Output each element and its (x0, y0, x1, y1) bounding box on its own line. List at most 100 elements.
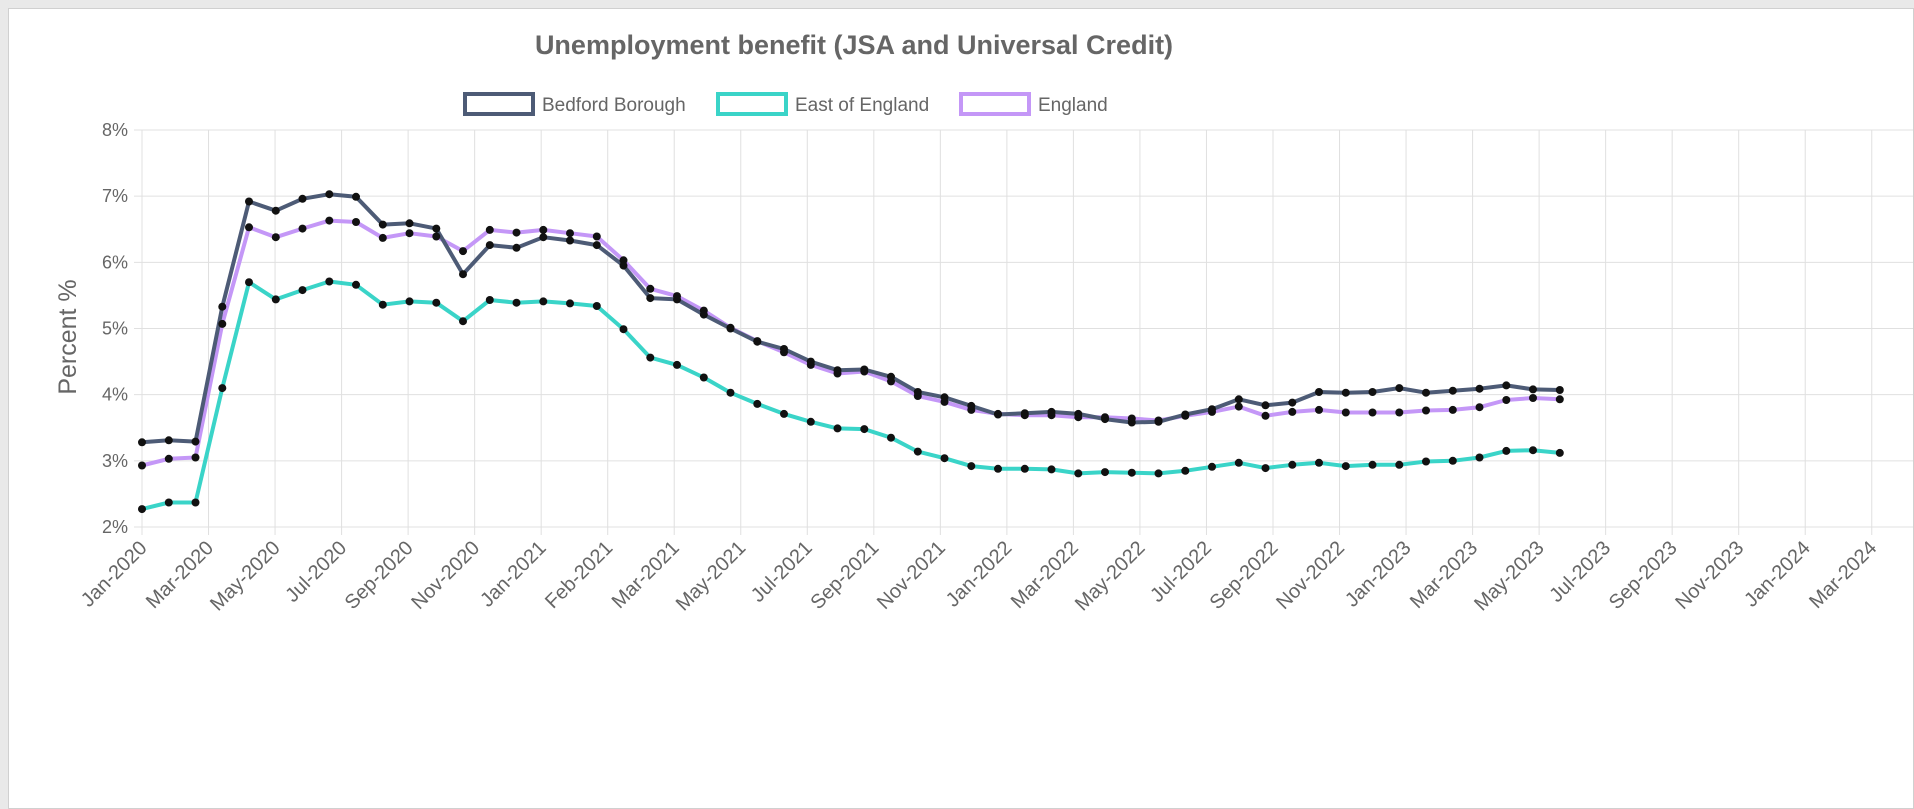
legend-item-england[interactable]: England (959, 92, 1108, 116)
data-point-east-of-england[interactable] (1047, 465, 1056, 474)
data-point-england[interactable] (405, 229, 414, 238)
data-point-bedford-borough[interactable] (592, 241, 601, 250)
data-point-england[interactable] (1422, 406, 1430, 415)
data-point-bedford-borough[interactable] (245, 197, 253, 206)
data-point-bedford-borough[interactable] (619, 261, 628, 270)
data-point-east-of-england[interactable] (191, 498, 200, 507)
data-point-bedford-borough[interactable] (1315, 388, 1323, 396)
legend-item-bedford-borough[interactable]: Bedford Borough (463, 92, 686, 116)
data-point-england[interactable] (378, 233, 387, 242)
data-point-bedford-borough[interactable] (833, 366, 842, 375)
data-point-england[interactable] (1475, 403, 1484, 412)
data-point-east-of-england[interactable] (539, 297, 548, 306)
data-point-east-of-england[interactable] (592, 302, 601, 310)
data-point-east-of-england[interactable] (245, 278, 253, 287)
data-point-east-of-england[interactable] (1529, 446, 1537, 455)
data-point-bedford-borough[interactable] (271, 206, 280, 215)
data-point-bedford-borough[interactable] (967, 401, 976, 410)
data-point-bedford-borough[interactable] (806, 357, 815, 366)
data-point-east-of-england[interactable] (726, 388, 735, 397)
data-point-bedford-borough[interactable] (298, 194, 307, 203)
data-point-england[interactable] (432, 232, 441, 241)
data-point-bedford-borough[interactable] (191, 437, 200, 446)
data-point-england[interactable] (592, 232, 601, 241)
data-point-bedford-borough[interactable] (1101, 415, 1109, 424)
data-point-bedford-borough[interactable] (1047, 407, 1056, 416)
data-point-bedford-borough[interactable] (512, 243, 521, 252)
data-point-east-of-england[interactable] (1020, 464, 1029, 473)
data-point-east-of-england[interactable] (619, 325, 628, 334)
data-point-east-of-england[interactable] (887, 433, 895, 442)
data-point-bedford-borough[interactable] (646, 294, 655, 303)
data-point-bedford-borough[interactable] (218, 302, 227, 311)
data-point-england[interactable] (1315, 405, 1323, 414)
data-point-east-of-england[interactable] (780, 409, 788, 418)
legend-item-east-of-england[interactable]: East of England (716, 92, 929, 116)
data-point-east-of-england[interactable] (512, 298, 521, 307)
data-point-east-of-england[interactable] (378, 300, 387, 309)
data-point-east-of-england[interactable] (1475, 453, 1484, 462)
data-point-east-of-england[interactable] (967, 462, 976, 471)
data-point-east-of-england[interactable] (1395, 460, 1404, 469)
data-point-england[interactable] (325, 216, 334, 225)
data-point-east-of-england[interactable] (860, 425, 869, 434)
data-point-bedford-borough[interactable] (1341, 388, 1350, 397)
data-point-east-of-england[interactable] (673, 360, 681, 369)
data-point-england[interactable] (164, 454, 173, 463)
data-point-bedford-borough[interactable] (1181, 410, 1190, 419)
data-point-england[interactable] (245, 223, 253, 232)
data-point-east-of-england[interactable] (325, 277, 334, 286)
data-point-england[interactable] (646, 284, 655, 293)
data-point-england[interactable] (1368, 408, 1377, 417)
series-line-east-of-england[interactable] (141, 279, 1561, 512)
data-point-east-of-england[interactable] (833, 424, 842, 433)
data-point-east-of-england[interactable] (138, 505, 146, 514)
data-point-bedford-borough[interactable] (1261, 401, 1270, 410)
data-point-bedford-borough[interactable] (1020, 409, 1029, 418)
data-point-east-of-england[interactable] (298, 286, 307, 295)
data-point-bedford-borough[interactable] (913, 388, 922, 396)
data-point-east-of-england[interactable] (1315, 458, 1323, 467)
data-point-bedford-borough[interactable] (1127, 418, 1136, 427)
data-point-bedford-borough[interactable] (1368, 388, 1377, 396)
data-point-east-of-england[interactable] (1261, 464, 1270, 473)
data-point-east-of-england[interactable] (1555, 448, 1564, 457)
series-line-bedford-borough[interactable] (141, 192, 1560, 445)
data-point-bedford-borough[interactable] (459, 270, 467, 279)
data-point-bedford-borough[interactable] (1395, 384, 1404, 393)
data-point-bedford-borough[interactable] (699, 310, 708, 319)
data-point-england[interactable] (191, 453, 200, 462)
data-point-england[interactable] (512, 228, 521, 237)
data-point-england[interactable] (485, 225, 494, 234)
data-point-england[interactable] (352, 218, 360, 226)
data-point-england[interactable] (1448, 405, 1457, 414)
data-point-bedford-borough[interactable] (539, 233, 548, 242)
data-point-bedford-borough[interactable] (378, 220, 387, 229)
data-point-east-of-england[interactable] (1074, 469, 1083, 478)
data-point-bedford-borough[interactable] (1208, 405, 1216, 414)
data-point-bedford-borough[interactable] (1448, 386, 1457, 395)
data-point-east-of-england[interactable] (566, 299, 574, 308)
data-point-east-of-england[interactable] (1234, 458, 1243, 467)
data-point-east-of-england[interactable] (1341, 462, 1350, 471)
data-point-bedford-borough[interactable] (138, 438, 146, 447)
data-point-east-of-england[interactable] (271, 295, 280, 304)
data-point-east-of-england[interactable] (459, 317, 467, 326)
data-point-england[interactable] (298, 224, 307, 233)
data-point-england[interactable] (218, 319, 227, 328)
data-point-east-of-england[interactable] (1422, 457, 1430, 466)
data-point-east-of-england[interactable] (352, 280, 360, 289)
data-point-east-of-england[interactable] (1208, 462, 1216, 471)
data-point-bedford-borough[interactable] (566, 236, 574, 245)
data-point-east-of-england[interactable] (1288, 460, 1297, 469)
data-point-england[interactable] (539, 225, 548, 234)
data-point-bedford-borough[interactable] (1529, 385, 1537, 394)
series-line-england[interactable] (141, 218, 1560, 468)
data-point-england[interactable] (138, 461, 146, 470)
data-point-england[interactable] (1395, 408, 1404, 417)
data-point-east-of-england[interactable] (1154, 469, 1163, 478)
data-point-bedford-borough[interactable] (405, 219, 414, 228)
data-point-east-of-england[interactable] (699, 373, 708, 382)
data-point-east-of-england[interactable] (218, 384, 227, 393)
data-point-england[interactable] (566, 229, 574, 238)
